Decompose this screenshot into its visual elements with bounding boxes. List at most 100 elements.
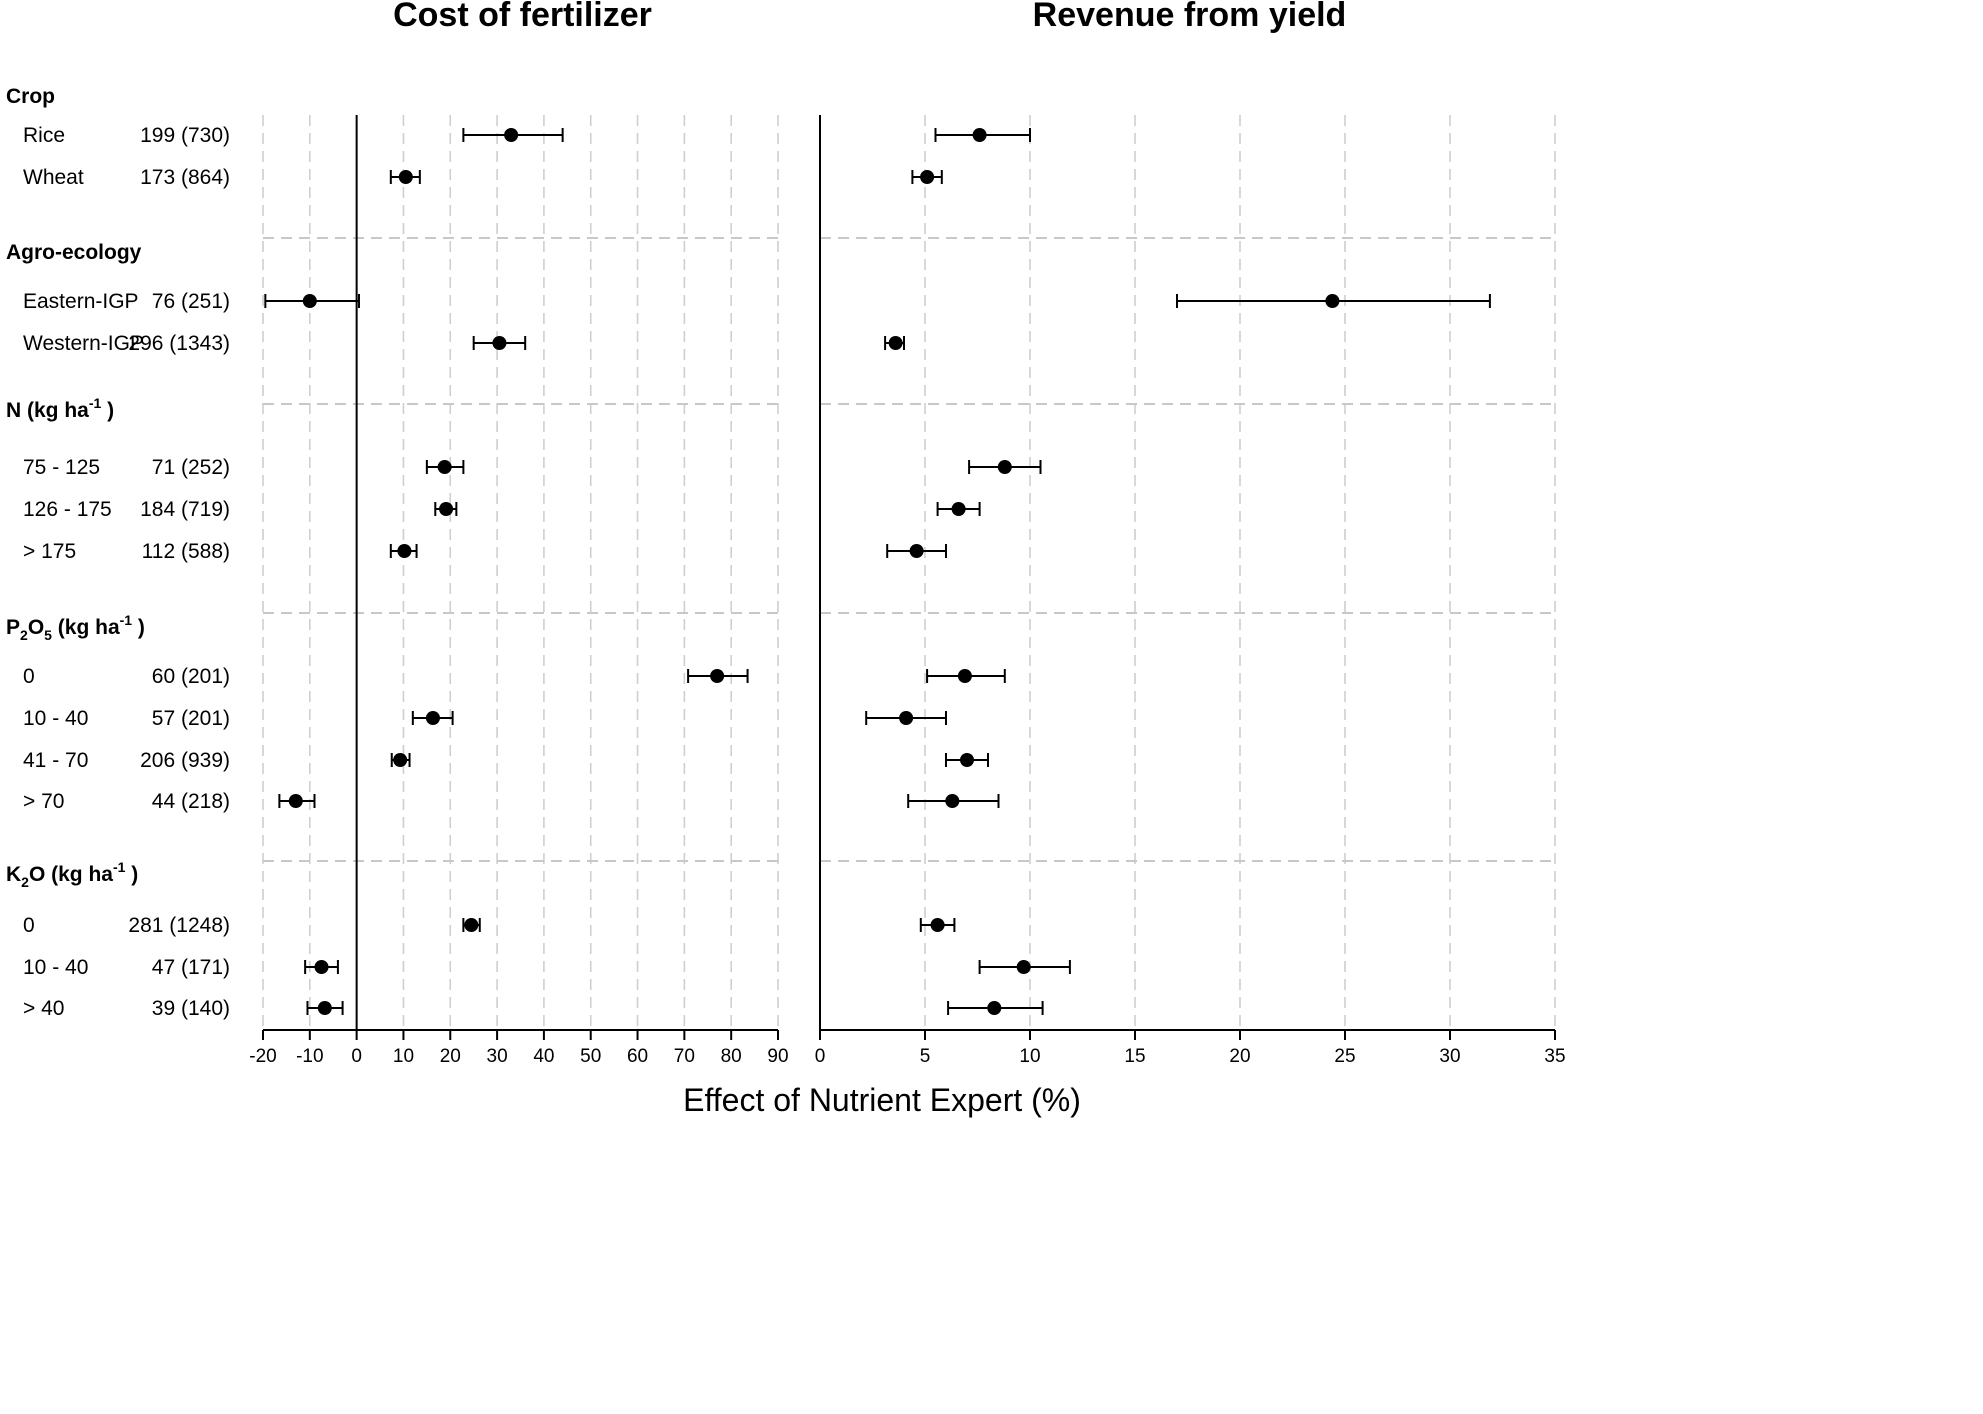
row-label: 126 - 175 bbox=[23, 498, 112, 521]
point-estimate-cost bbox=[317, 1001, 332, 1015]
x-tick-label-cost: 20 bbox=[440, 1046, 461, 1067]
x-tick-label-cost: 10 bbox=[393, 1046, 414, 1067]
point-estimate-revenue bbox=[1325, 294, 1340, 308]
x-tick-label-cost: 90 bbox=[767, 1046, 788, 1067]
point-estimate-cost bbox=[437, 460, 452, 474]
point-estimate-revenue bbox=[972, 128, 987, 142]
x-tick-label-cost: 70 bbox=[674, 1046, 695, 1067]
row-label: > 40 bbox=[23, 997, 64, 1020]
group-label-n: N (kg ha-1 ) bbox=[6, 395, 114, 422]
x-tick-label-revenue: 30 bbox=[1439, 1046, 1460, 1067]
x-tick-label-revenue: 25 bbox=[1334, 1046, 1355, 1067]
row-label: 10 - 40 bbox=[23, 707, 88, 730]
group-label-text: K bbox=[6, 863, 21, 886]
point-estimate-revenue bbox=[987, 1001, 1002, 1015]
group-label-subscript: 2 bbox=[21, 874, 29, 890]
row-count: 206 (939) bbox=[140, 749, 230, 772]
point-estimate-cost bbox=[492, 336, 507, 350]
point-estimate-cost bbox=[439, 502, 454, 516]
point-estimate-revenue bbox=[957, 669, 972, 683]
row-label: 0 bbox=[23, 665, 35, 688]
panel-title-revenue: Revenue from yield bbox=[1033, 0, 1347, 34]
point-estimate-revenue bbox=[960, 753, 974, 767]
point-estimate-revenue bbox=[899, 711, 914, 725]
group-label-superscript: -1 bbox=[89, 395, 102, 411]
x-tick-label-cost: 50 bbox=[580, 1046, 601, 1067]
group-label-subscript: 2 bbox=[20, 627, 28, 643]
point-estimate-cost bbox=[398, 170, 413, 184]
group-label-subscript: 5 bbox=[44, 627, 52, 643]
row-count: 39 (140) bbox=[152, 997, 230, 1020]
row-label: 75 - 125 bbox=[23, 456, 100, 479]
group-label-text: ) bbox=[125, 863, 138, 886]
x-tick-label-cost: 30 bbox=[487, 1046, 508, 1067]
row-count: 112 (588) bbox=[142, 540, 230, 563]
point-estimate-revenue bbox=[930, 918, 945, 932]
row-count: 184 (719) bbox=[140, 498, 230, 521]
x-tick-label-cost: 80 bbox=[721, 1046, 742, 1067]
group-label-p: P2O5 (kg ha-1 ) bbox=[6, 612, 145, 643]
group-label-k: K2O (kg ha-1 ) bbox=[6, 859, 138, 890]
point-estimate-revenue bbox=[997, 460, 1012, 474]
row-count: 57 (201) bbox=[152, 707, 230, 730]
row-count: 47 (171) bbox=[152, 956, 230, 979]
group-label-text: (kg ha bbox=[52, 616, 120, 639]
group-label-text: ) bbox=[101, 399, 114, 422]
group-label-text: N (kg ha bbox=[6, 399, 89, 422]
point-estimate-revenue bbox=[888, 336, 903, 350]
row-label: Rice bbox=[23, 124, 65, 147]
x-tick-label-cost: 0 bbox=[351, 1046, 362, 1067]
group-label-superscript: -1 bbox=[120, 612, 133, 628]
x-tick-label-cost: 60 bbox=[627, 1046, 648, 1067]
group-label-crop: Crop bbox=[6, 85, 55, 108]
row-label: > 175 bbox=[23, 540, 76, 563]
row-label: Western-IGP bbox=[23, 332, 144, 355]
row-count: 173 (864) bbox=[140, 166, 230, 189]
x-tick-label-revenue: 5 bbox=[920, 1046, 931, 1067]
row-label: Eastern-IGP bbox=[23, 290, 139, 313]
point-estimate-revenue bbox=[909, 544, 924, 558]
row-count: 44 (218) bbox=[152, 790, 230, 813]
point-estimate-cost bbox=[425, 711, 440, 725]
row-label: 41 - 70 bbox=[23, 749, 88, 772]
x-tick-label-cost: -20 bbox=[249, 1046, 276, 1067]
point-estimate-cost bbox=[302, 294, 317, 308]
group-label-text: P bbox=[6, 616, 20, 639]
row-label: 0 bbox=[23, 914, 35, 937]
row-label: Wheat bbox=[23, 166, 84, 189]
row-label: > 70 bbox=[23, 790, 64, 813]
point-estimate-cost bbox=[464, 918, 479, 932]
point-estimate-revenue bbox=[1016, 960, 1031, 974]
point-estimate-cost bbox=[397, 544, 412, 558]
row-count: 296 (1343) bbox=[128, 332, 230, 355]
point-estimate-revenue bbox=[920, 170, 935, 184]
x-tick-label-cost: -10 bbox=[296, 1046, 323, 1067]
x-axis-title: Effect of Nutrient Expert (%) bbox=[683, 1082, 1081, 1118]
point-estimate-cost bbox=[504, 128, 519, 142]
x-tick-label-revenue: 0 bbox=[815, 1046, 826, 1067]
group-label-text: O (kg ha bbox=[29, 863, 113, 886]
row-label: 10 - 40 bbox=[23, 956, 88, 979]
x-tick-label-revenue: 20 bbox=[1229, 1046, 1250, 1067]
point-estimate-revenue bbox=[951, 502, 966, 516]
point-estimate-cost bbox=[393, 753, 408, 767]
row-count: 71 (252) bbox=[152, 456, 230, 479]
point-estimate-revenue bbox=[945, 794, 960, 808]
x-tick-label-revenue: 10 bbox=[1019, 1046, 1040, 1067]
group-label-text: O bbox=[28, 616, 44, 639]
x-tick-label-revenue: 35 bbox=[1544, 1046, 1565, 1067]
group-label-text: ) bbox=[132, 616, 145, 639]
point-estimate-cost bbox=[710, 669, 725, 683]
row-count: 76 (251) bbox=[152, 290, 230, 313]
row-count: 60 (201) bbox=[152, 665, 230, 688]
point-estimate-cost bbox=[288, 794, 303, 808]
x-tick-label-cost: 40 bbox=[533, 1046, 554, 1067]
point-estimate-cost bbox=[314, 960, 329, 974]
row-count: 199 (730) bbox=[140, 124, 230, 147]
group-label-agro: Agro-ecology bbox=[6, 241, 142, 264]
row-count: 281 (1248) bbox=[128, 914, 230, 937]
panel-title-cost: Cost of fertilizer bbox=[393, 0, 652, 34]
x-tick-label-revenue: 15 bbox=[1124, 1046, 1145, 1067]
group-label-superscript: -1 bbox=[113, 859, 126, 875]
